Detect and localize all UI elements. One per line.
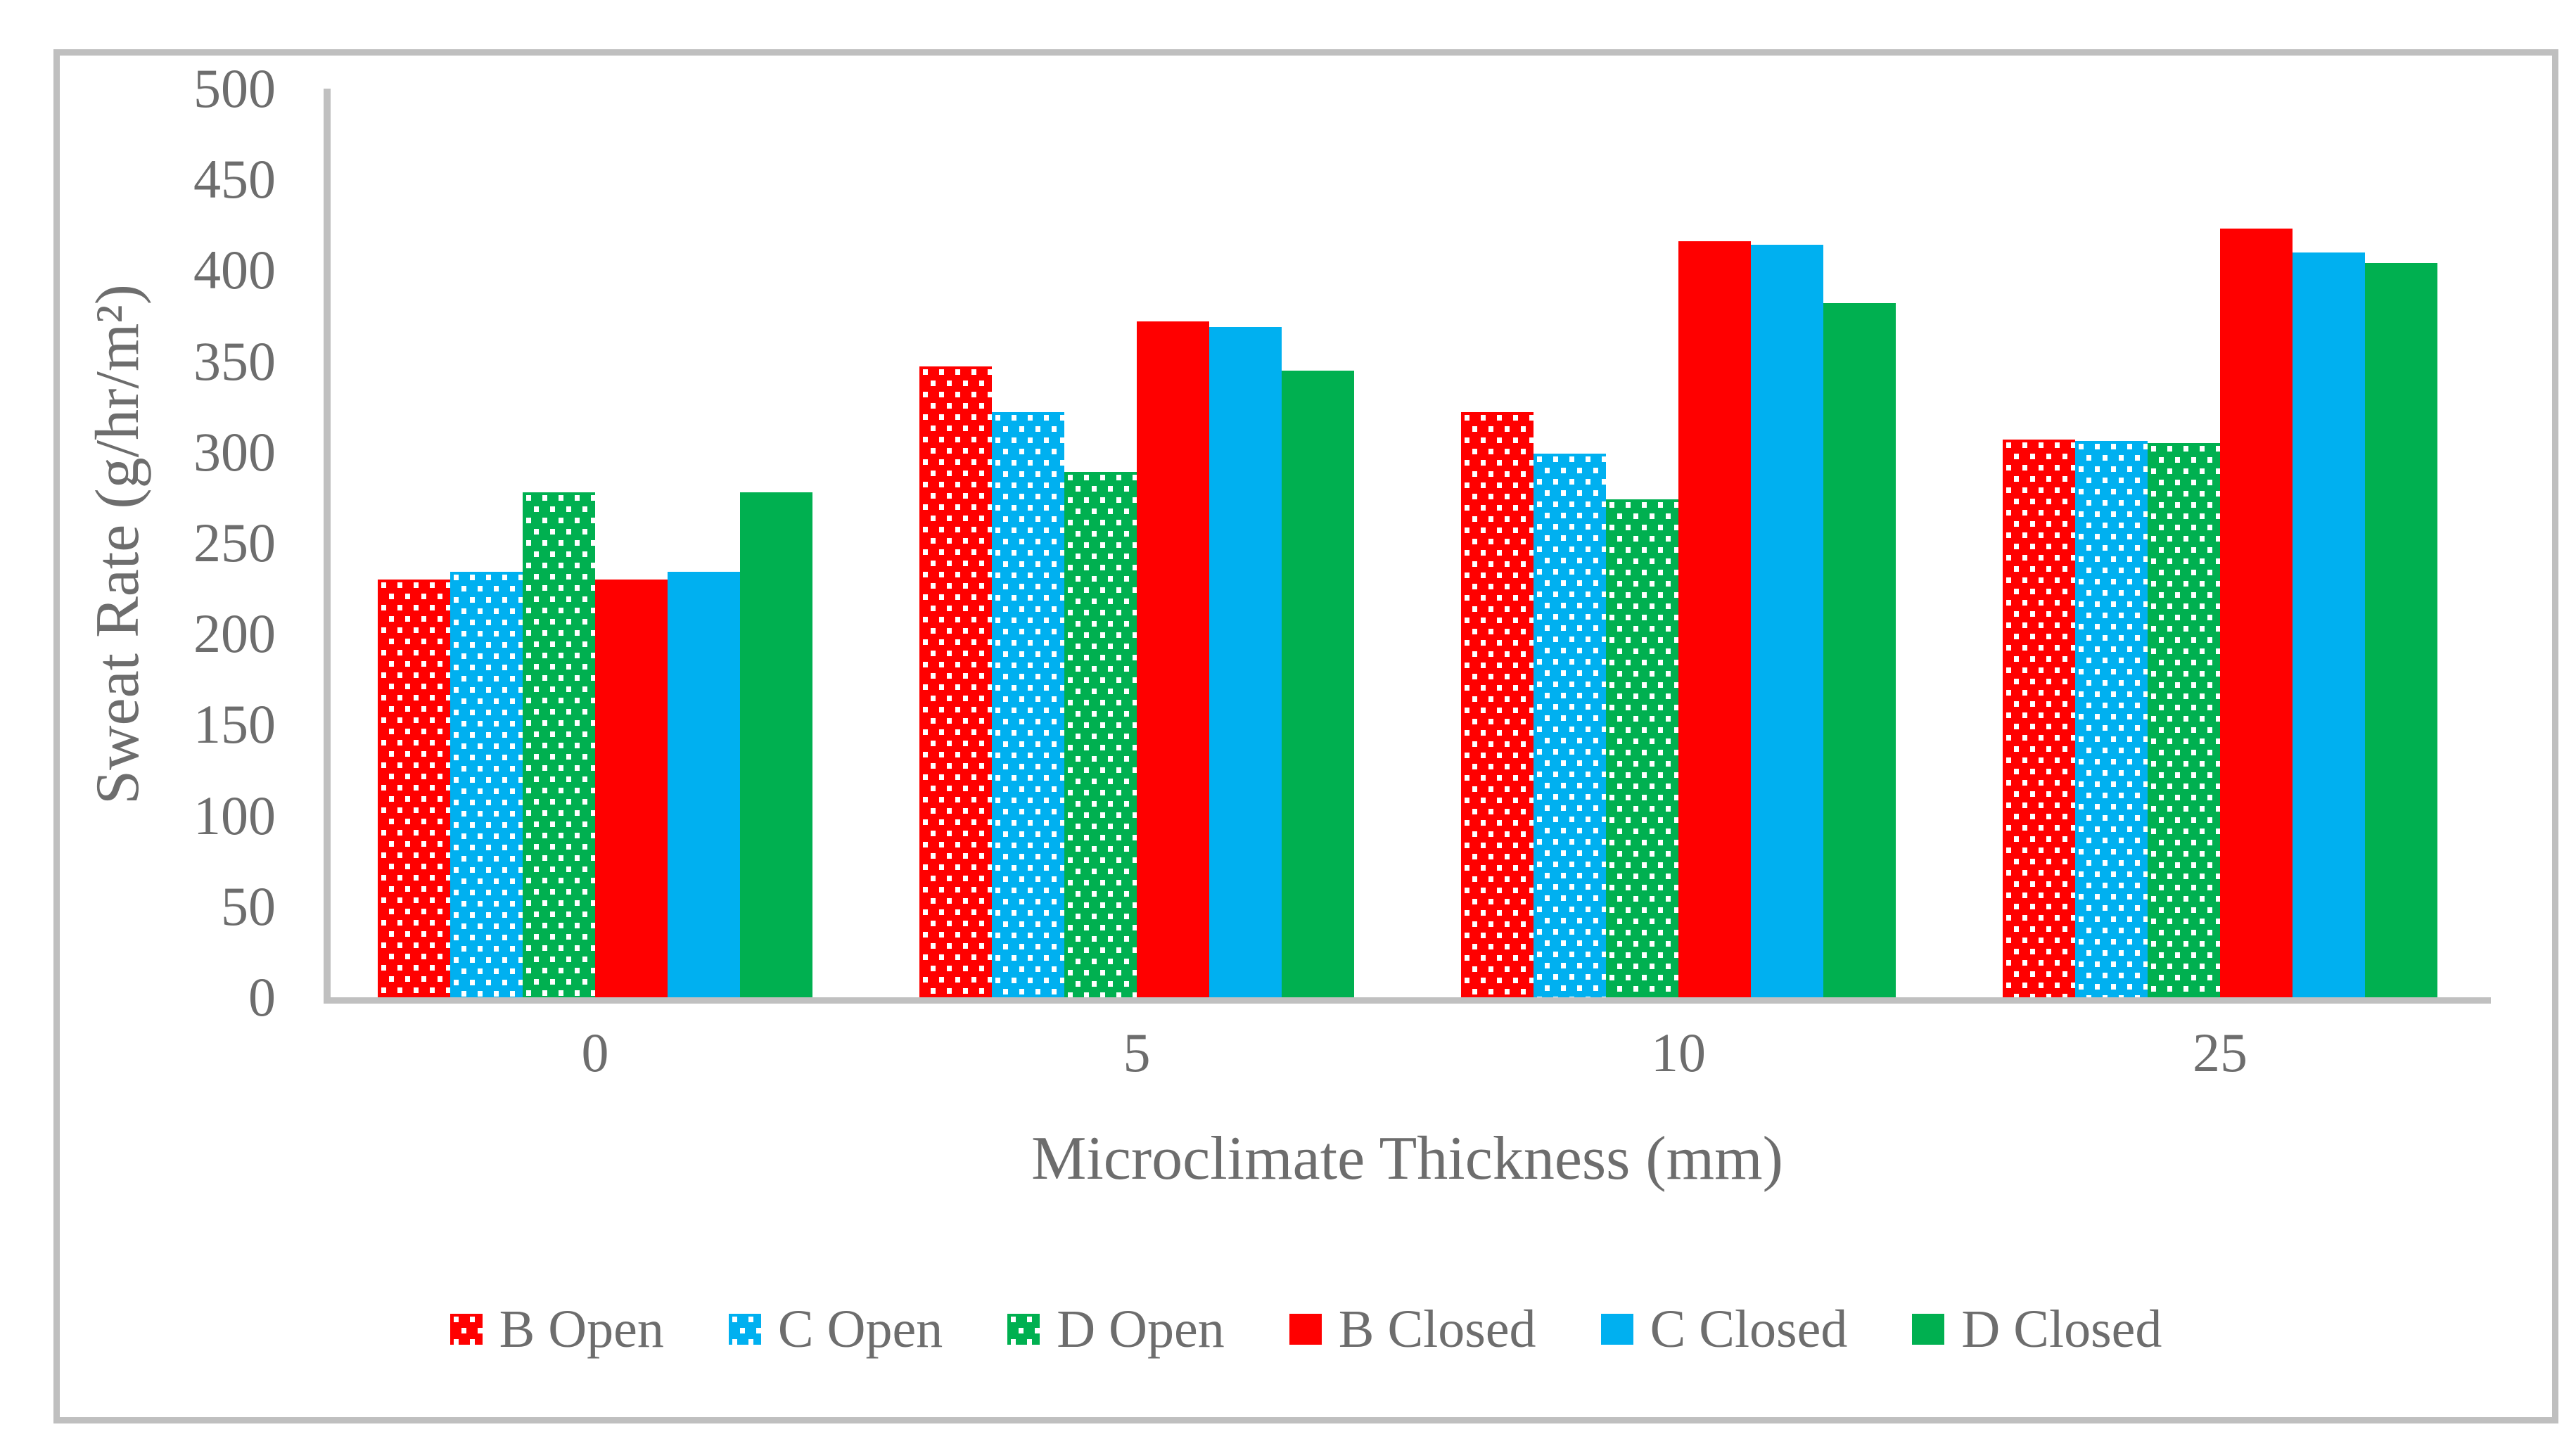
y-tick-label-350: 350 [193, 330, 276, 392]
bar-b-open-at-10mm [1461, 411, 1534, 997]
legend-label: C Open [777, 1300, 943, 1359]
legend-label: C Closed [1650, 1300, 1848, 1359]
x-tick-label-10: 10 [1651, 1022, 1706, 1083]
y-tick-label-250: 250 [193, 512, 276, 573]
bar-c-open-at-0mm [450, 572, 523, 997]
legend: B Open C Open D Open B Closed C Closed D Clos… [53, 1294, 2558, 1364]
legend-swatch-b-open [449, 1314, 483, 1345]
y-tick-label-450: 450 [193, 148, 276, 210]
legend-label: D Closed [1961, 1300, 2162, 1359]
legend-label: B Open [499, 1300, 664, 1359]
x-tick-label-0: 0 [581, 1022, 609, 1083]
legend-item-c-open: C Open [728, 1294, 943, 1364]
bar-c-closed-at-5mm [1209, 326, 1282, 997]
legend-item-b-open: B Open [449, 1294, 664, 1364]
bar-d-closed-at-25mm [2365, 263, 2437, 997]
legend-swatch-b-closed [1289, 1314, 1322, 1345]
bar-b-closed-at-5mm [1137, 321, 1209, 997]
legend-swatch-d-closed [1912, 1314, 1945, 1345]
bar-b-open-at-5mm [919, 366, 992, 997]
x-axis-title: Microclimate Thickness (mm) [1031, 1125, 1783, 1193]
y-tick-label-500: 500 [193, 58, 276, 119]
bar-b-open-at-0mm [378, 579, 450, 997]
legend-label: B Closed [1338, 1300, 1536, 1359]
legend-swatch-d-open [1007, 1314, 1040, 1345]
bar-d-open-at-10mm [1606, 499, 1678, 997]
bar-d-closed-at-0mm [740, 492, 812, 997]
y-tick-label-400: 400 [193, 239, 276, 301]
bar-b-closed-at-25mm [2220, 228, 2293, 997]
legend-label: D Open [1057, 1300, 1225, 1359]
bar-d-open-at-25mm [2148, 442, 2220, 997]
y-tick-label-150: 150 [193, 693, 276, 755]
bar-d-open-at-0mm [523, 492, 595, 997]
y-tick-label-0: 0 [248, 966, 276, 1028]
x-tick-label-25: 25 [2193, 1022, 2247, 1083]
x-tick-label-5: 5 [1123, 1022, 1151, 1083]
legend-item-b-closed: B Closed [1289, 1294, 1536, 1364]
x-axis-line [324, 997, 2491, 1004]
bar-c-closed-at-0mm [668, 572, 740, 997]
legend-swatch-c-open [728, 1314, 761, 1345]
y-tick-label-300: 300 [193, 421, 276, 482]
figure-border [53, 49, 2558, 1423]
bar-d-closed-at-10mm [1823, 302, 1896, 997]
bar-c-open-at-5mm [992, 411, 1064, 997]
y-tick-label-50: 50 [221, 875, 276, 937]
legend-swatch-c-closed [1600, 1314, 1633, 1345]
bar-d-closed-at-5mm [1282, 370, 1354, 997]
legend-item-d-open: D Open [1007, 1294, 1225, 1364]
y-axis-line [324, 89, 331, 1004]
y-tick-label-100: 100 [193, 784, 276, 846]
bar-b-closed-at-0mm [595, 579, 668, 997]
bar-c-closed-at-25mm [2293, 252, 2365, 997]
y-tick-label-200: 200 [193, 603, 276, 665]
legend-item-c-closed: C Closed [1600, 1294, 1848, 1364]
bar-c-open-at-10mm [1534, 454, 1606, 997]
bar-b-open-at-25mm [2003, 439, 2075, 997]
bar-c-closed-at-10mm [1751, 245, 1823, 997]
legend-item-d-closed: D Closed [1912, 1294, 2162, 1364]
bar-d-open-at-5mm [1064, 472, 1137, 997]
bar-c-open-at-25mm [2075, 441, 2148, 997]
bar-b-closed-at-10mm [1678, 241, 1751, 997]
